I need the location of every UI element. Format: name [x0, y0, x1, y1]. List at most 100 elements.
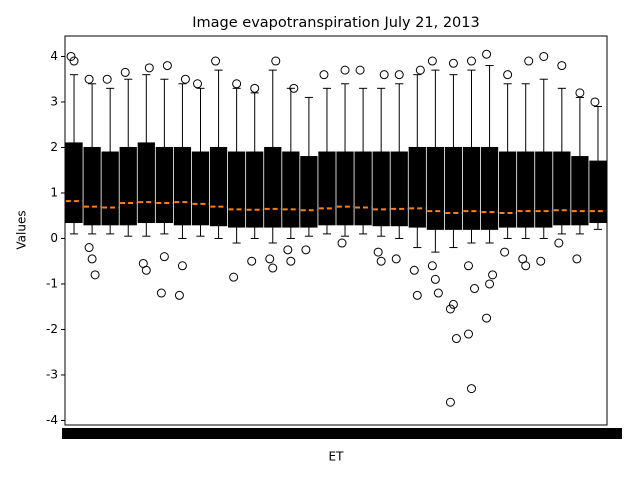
flier — [482, 49, 492, 59]
box — [535, 151, 553, 228]
box — [155, 146, 173, 224]
flier — [376, 256, 386, 266]
flier — [467, 56, 476, 66]
flier — [84, 243, 94, 253]
flier — [557, 61, 567, 71]
box — [571, 156, 589, 226]
flier — [539, 51, 549, 61]
flier — [521, 261, 531, 271]
flier — [193, 79, 202, 89]
flier — [448, 299, 458, 309]
box — [390, 151, 408, 227]
flier — [250, 83, 260, 93]
flier — [464, 329, 473, 339]
flier — [301, 245, 311, 255]
box — [553, 151, 571, 226]
flier — [451, 334, 461, 344]
flier — [430, 274, 440, 284]
flier — [268, 263, 278, 273]
flier — [87, 254, 97, 264]
flier — [141, 265, 151, 275]
x-tick-label-band — [62, 428, 622, 439]
y-tick-label: -2 — [46, 322, 58, 336]
flier — [488, 270, 498, 280]
box — [173, 146, 192, 226]
y-tick-label: 0 — [50, 231, 58, 245]
flier — [102, 74, 112, 84]
flier — [394, 70, 404, 80]
box — [300, 156, 318, 228]
flier — [156, 288, 166, 298]
box — [101, 151, 119, 226]
flier — [355, 65, 365, 75]
flier — [319, 70, 329, 80]
flier — [162, 61, 172, 71]
box — [354, 151, 372, 226]
flier — [120, 67, 130, 77]
flier — [247, 256, 257, 266]
box — [209, 146, 228, 227]
flier — [536, 256, 546, 266]
flier — [211, 56, 221, 66]
box — [83, 146, 101, 226]
flier — [391, 254, 401, 264]
box — [426, 146, 444, 230]
flier — [144, 63, 154, 73]
flier — [373, 247, 383, 257]
flier — [69, 56, 79, 66]
box — [264, 146, 282, 228]
chart-title: Image evapotranspiration July 21, 2013 — [192, 15, 479, 31]
flier — [283, 245, 293, 255]
flier — [445, 397, 455, 407]
flier — [229, 272, 239, 282]
flier — [590, 97, 600, 107]
flier — [482, 313, 492, 323]
flier — [415, 65, 425, 75]
flier — [572, 254, 582, 264]
y-tick-label: -3 — [46, 367, 58, 381]
flier — [90, 270, 100, 280]
flier — [427, 261, 437, 271]
plot-frame — [64, 35, 608, 426]
box — [119, 146, 137, 226]
flier — [485, 279, 495, 289]
flier — [340, 65, 350, 75]
flier — [180, 74, 190, 84]
y-tick-label: 1 — [50, 185, 58, 199]
box — [228, 151, 246, 228]
y-tick-label: 2 — [50, 140, 58, 154]
flier — [412, 290, 422, 300]
flier — [500, 247, 510, 257]
box — [282, 151, 300, 228]
flier — [448, 58, 458, 68]
box — [499, 151, 517, 228]
box — [246, 151, 264, 228]
flier — [271, 56, 281, 66]
box — [589, 160, 607, 224]
box — [462, 146, 481, 230]
flier — [177, 261, 187, 271]
box — [336, 151, 354, 226]
flier — [554, 238, 564, 248]
box — [318, 151, 336, 226]
flier — [66, 51, 76, 61]
flier — [159, 252, 169, 262]
flier — [464, 261, 473, 271]
box — [65, 142, 83, 224]
flier — [503, 70, 513, 80]
box — [191, 151, 210, 226]
flier — [467, 384, 476, 394]
flier — [337, 238, 347, 248]
box — [444, 146, 463, 230]
box — [480, 146, 499, 230]
y-tick-label: -1 — [46, 276, 58, 290]
flier — [427, 56, 437, 66]
flier — [84, 74, 94, 84]
box — [137, 142, 155, 224]
flier — [575, 88, 585, 98]
x-axis-label: ET — [329, 450, 345, 464]
flier — [409, 265, 419, 275]
flier — [265, 254, 275, 264]
y-tick-label: 4 — [50, 49, 58, 63]
